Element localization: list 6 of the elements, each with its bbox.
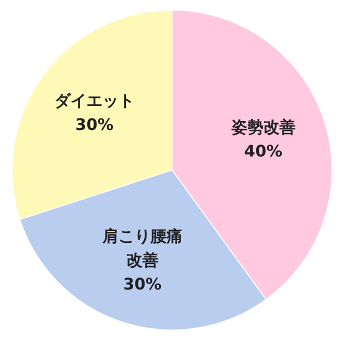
slice-label: ダイエット: [54, 90, 134, 110]
slice-label: 肩こり腰痛改善: [101, 226, 182, 270]
data-label: 40%: [244, 142, 282, 161]
data-label: 30%: [75, 114, 114, 134]
data-label: 30%: [123, 274, 162, 294]
slice-label: 姿勢改善: [230, 118, 296, 137]
